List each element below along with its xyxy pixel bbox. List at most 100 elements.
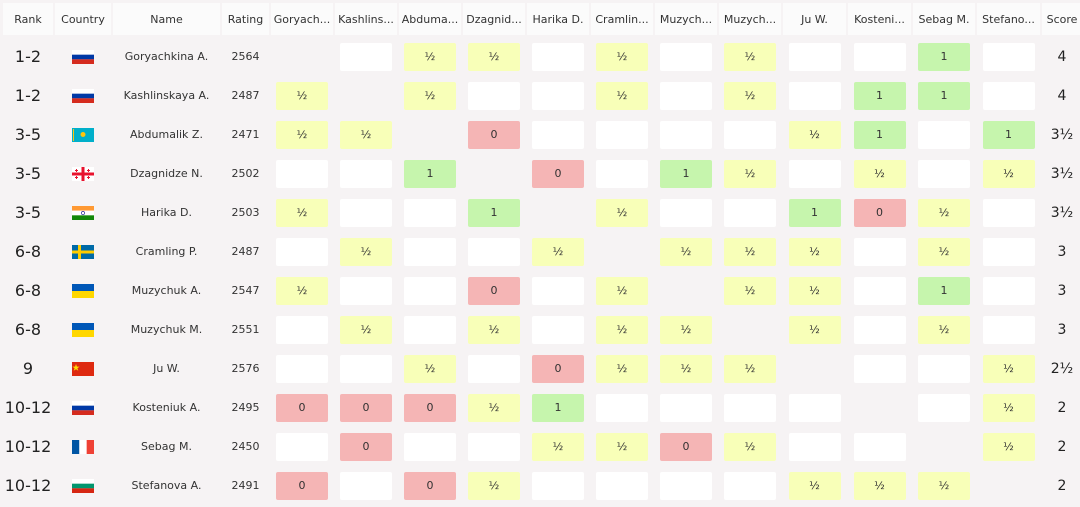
game-result[interactable]: ½ xyxy=(596,354,648,383)
game-result[interactable]: ½ xyxy=(982,393,1035,422)
game-result[interactable]: ½ xyxy=(853,159,906,188)
game-result[interactable]: ½ xyxy=(276,120,328,149)
game-result[interactable]: 0 xyxy=(276,471,328,500)
game-result[interactable]: ½ xyxy=(660,354,712,383)
player-name[interactable]: Sebag M. xyxy=(113,429,220,464)
column-header[interactable]: Score xyxy=(1042,3,1080,35)
game-result[interactable]: ½ xyxy=(918,471,970,500)
game-result[interactable]: ½ xyxy=(468,393,520,422)
player-name[interactable]: Harika D. xyxy=(113,195,220,230)
game-result[interactable]: ½ xyxy=(982,354,1035,383)
game-result[interactable]: ½ xyxy=(788,120,841,149)
game-result[interactable]: ½ xyxy=(853,471,906,500)
column-header[interactable]: Ju W. xyxy=(783,3,846,35)
game-result xyxy=(468,354,520,383)
game-result[interactable]: 1 xyxy=(532,393,584,422)
game-result[interactable]: ½ xyxy=(340,315,392,344)
game-result[interactable]: 1 xyxy=(918,81,970,110)
game-result[interactable]: ½ xyxy=(404,42,456,71)
game-result[interactable]: 0 xyxy=(276,393,328,422)
game-result[interactable]: ½ xyxy=(596,81,648,110)
game-result[interactable]: ½ xyxy=(788,276,841,305)
game-result[interactable]: 0 xyxy=(853,198,906,227)
game-result[interactable]: ½ xyxy=(724,237,776,266)
game-result[interactable]: ½ xyxy=(596,432,648,461)
game-result[interactable]: ½ xyxy=(340,237,392,266)
game-result[interactable]: ½ xyxy=(982,432,1035,461)
player-name[interactable]: Muzychuk A. xyxy=(113,273,220,308)
player-name[interactable]: Abdumalik Z. xyxy=(113,117,220,152)
player-name[interactable]: Goryachkina A. xyxy=(113,39,220,74)
game-result[interactable]: ½ xyxy=(918,315,970,344)
game-result[interactable]: ½ xyxy=(404,354,456,383)
game-result[interactable]: 1 xyxy=(918,276,970,305)
game-result[interactable]: ½ xyxy=(276,276,328,305)
game-result[interactable]: ½ xyxy=(532,432,584,461)
player-name[interactable]: Muzychuk M. xyxy=(113,312,220,347)
game-result[interactable]: 1 xyxy=(918,42,970,71)
column-header[interactable]: Abduma... xyxy=(399,3,461,35)
game-result[interactable]: 0 xyxy=(404,471,456,500)
player-name[interactable]: Kashlinskaya A. xyxy=(113,78,220,113)
game-result[interactable]: ½ xyxy=(660,237,712,266)
column-header[interactable]: Kosteni... xyxy=(848,3,911,35)
player-name[interactable]: Kosteniuk A. xyxy=(113,390,220,425)
column-header[interactable]: Cramlin... xyxy=(591,3,653,35)
column-header[interactable]: Name xyxy=(113,3,220,35)
game-result[interactable]: ½ xyxy=(788,237,841,266)
game-result[interactable]: ½ xyxy=(724,276,776,305)
column-header[interactable]: Muzych... xyxy=(719,3,781,35)
game-result[interactable]: ½ xyxy=(532,237,584,266)
game-result[interactable]: 1 xyxy=(660,159,712,188)
game-result[interactable]: ½ xyxy=(724,159,776,188)
column-header[interactable]: Dzagnid... xyxy=(463,3,525,35)
column-header[interactable]: Goryach... xyxy=(271,3,333,35)
game-result[interactable]: 1 xyxy=(853,81,906,110)
game-result[interactable]: 1 xyxy=(788,198,841,227)
player-name[interactable]: Ju W. xyxy=(113,351,220,386)
player-name[interactable]: Cramling P. xyxy=(113,234,220,269)
game-result[interactable]: 1 xyxy=(982,120,1035,149)
game-result[interactable]: 0 xyxy=(532,354,584,383)
game-result[interactable]: ½ xyxy=(596,315,648,344)
game-result[interactable]: ½ xyxy=(468,315,520,344)
game-result[interactable]: ½ xyxy=(724,432,776,461)
game-result[interactable]: ½ xyxy=(468,471,520,500)
game-result[interactable]: ½ xyxy=(788,315,841,344)
game-result[interactable]: 0 xyxy=(468,276,520,305)
game-result[interactable]: ½ xyxy=(596,42,648,71)
column-header[interactable]: Harika D. xyxy=(527,3,589,35)
game-result[interactable]: ½ xyxy=(788,471,841,500)
game-result[interactable]: ½ xyxy=(918,237,970,266)
game-result[interactable]: ½ xyxy=(724,42,776,71)
player-name[interactable]: Stefanova A. xyxy=(113,468,220,503)
game-result[interactable]: 0 xyxy=(532,159,584,188)
game-result[interactable]: 0 xyxy=(340,432,392,461)
column-header[interactable]: Stefano... xyxy=(977,3,1040,35)
column-header[interactable]: Rating xyxy=(222,3,269,35)
column-header[interactable]: Sebag M. xyxy=(913,3,975,35)
player-name[interactable]: Dzagnidze N. xyxy=(113,156,220,191)
game-result[interactable]: ½ xyxy=(468,42,520,71)
game-result[interactable]: ½ xyxy=(724,354,776,383)
game-result[interactable]: 1 xyxy=(468,198,520,227)
game-result[interactable]: ½ xyxy=(596,276,648,305)
game-result[interactable]: ½ xyxy=(276,198,328,227)
game-result[interactable]: ½ xyxy=(596,198,648,227)
game-result[interactable]: 0 xyxy=(404,393,456,422)
game-result[interactable]: 0 xyxy=(468,120,520,149)
game-result[interactable]: ½ xyxy=(918,198,970,227)
column-header[interactable]: Muzych... xyxy=(655,3,717,35)
game-result[interactable]: 0 xyxy=(340,393,392,422)
game-result[interactable]: ½ xyxy=(404,81,456,110)
game-result[interactable]: ½ xyxy=(340,120,392,149)
game-result[interactable]: ½ xyxy=(276,81,328,110)
game-result[interactable]: 1 xyxy=(853,120,906,149)
game-result[interactable]: 1 xyxy=(404,159,456,188)
game-result[interactable]: ½ xyxy=(982,159,1035,188)
game-result[interactable]: ½ xyxy=(660,315,712,344)
result-cell: 0 xyxy=(655,429,717,464)
game-result[interactable]: 0 xyxy=(660,432,712,461)
game-result[interactable]: ½ xyxy=(724,81,776,110)
column-header[interactable]: Kashlins... xyxy=(335,3,397,35)
